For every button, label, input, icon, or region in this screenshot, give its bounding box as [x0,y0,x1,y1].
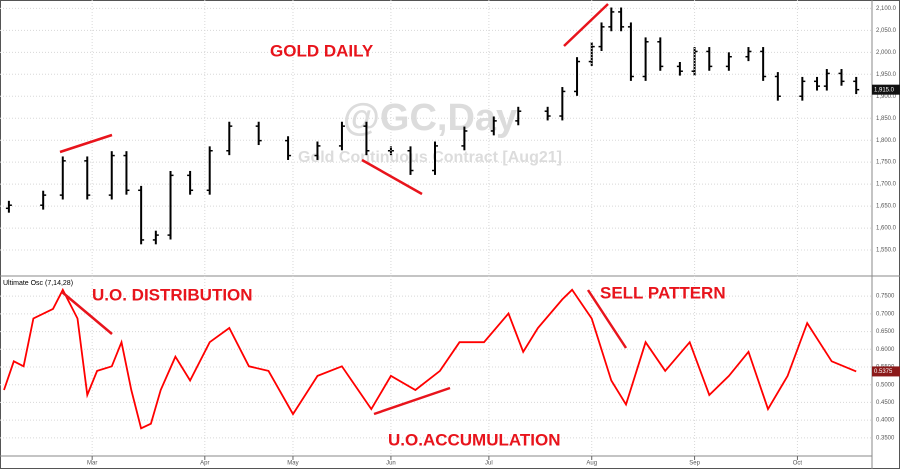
y-tick-label: 0.6000 [876,347,895,353]
annotation: SELL PATTERN [600,283,726,302]
trend-line [586,289,628,349]
x-tick-label: Mar [87,461,97,467]
x-tick-label: Apr [200,461,209,467]
last-value-box [872,366,900,377]
y-tick-label: 1,650.0 [876,204,897,210]
y-tick-label: 0.7000 [876,311,895,317]
y-tick-label: 2,050.0 [876,28,897,34]
trend-line [361,158,423,196]
y-tick-label: 0.4000 [876,418,895,424]
oscillator-line [3,287,857,430]
y-tick-label: 0.3500 [876,435,895,441]
last-value-label: 0.5375 [874,369,893,375]
y-tick-label: 1,700.0 [876,182,897,188]
y-tick-label: 0.4500 [876,400,895,406]
x-tick-label: May [287,461,298,467]
y-tick-label: 1,800.0 [876,138,897,144]
y-tick-label: 1,900.0 [876,94,897,100]
annotation: U.O.ACCUMULATION [388,430,561,449]
y-tick-label: 0.7500 [876,294,895,300]
x-tick-label: Oct [793,461,803,467]
y-tick-label: 1,550.0 [876,248,897,254]
x-tick-label: Aug [586,461,597,467]
y-tick-label: 2,000.0 [876,50,897,56]
watermark: @GC,Day [343,97,517,139]
y-tick-label: 2,100.0 [876,6,897,12]
trend-line [59,133,113,154]
last-price-box [872,84,900,95]
y-tick-label: 1,850.0 [876,116,897,122]
y-tick-label: 1,600.0 [876,226,897,232]
y-tick-label: 1,750.0 [876,160,897,166]
x-tick-label: Jun [386,461,396,467]
chart-title: GOLD DAILY [270,41,374,60]
trend-line [563,3,609,47]
x-tick-label: Jul [485,461,493,467]
annotation: U.O. DISTRIBUTION [92,285,253,304]
watermark-subtitle: Gold Continuous Contract [Aug21] [298,149,562,166]
last-price-label: 1,915.0 [874,87,895,93]
x-tick-label: Sep [689,461,700,467]
y-tick-label: 0.6500 [876,329,895,335]
indicator-title: Ultimate Osc (7,14,28) [3,280,73,287]
trend-line [61,291,113,335]
trend-line [373,386,451,416]
y-tick-label: 0.5000 [876,382,895,388]
y-tick-label: 1,950.0 [876,72,897,78]
